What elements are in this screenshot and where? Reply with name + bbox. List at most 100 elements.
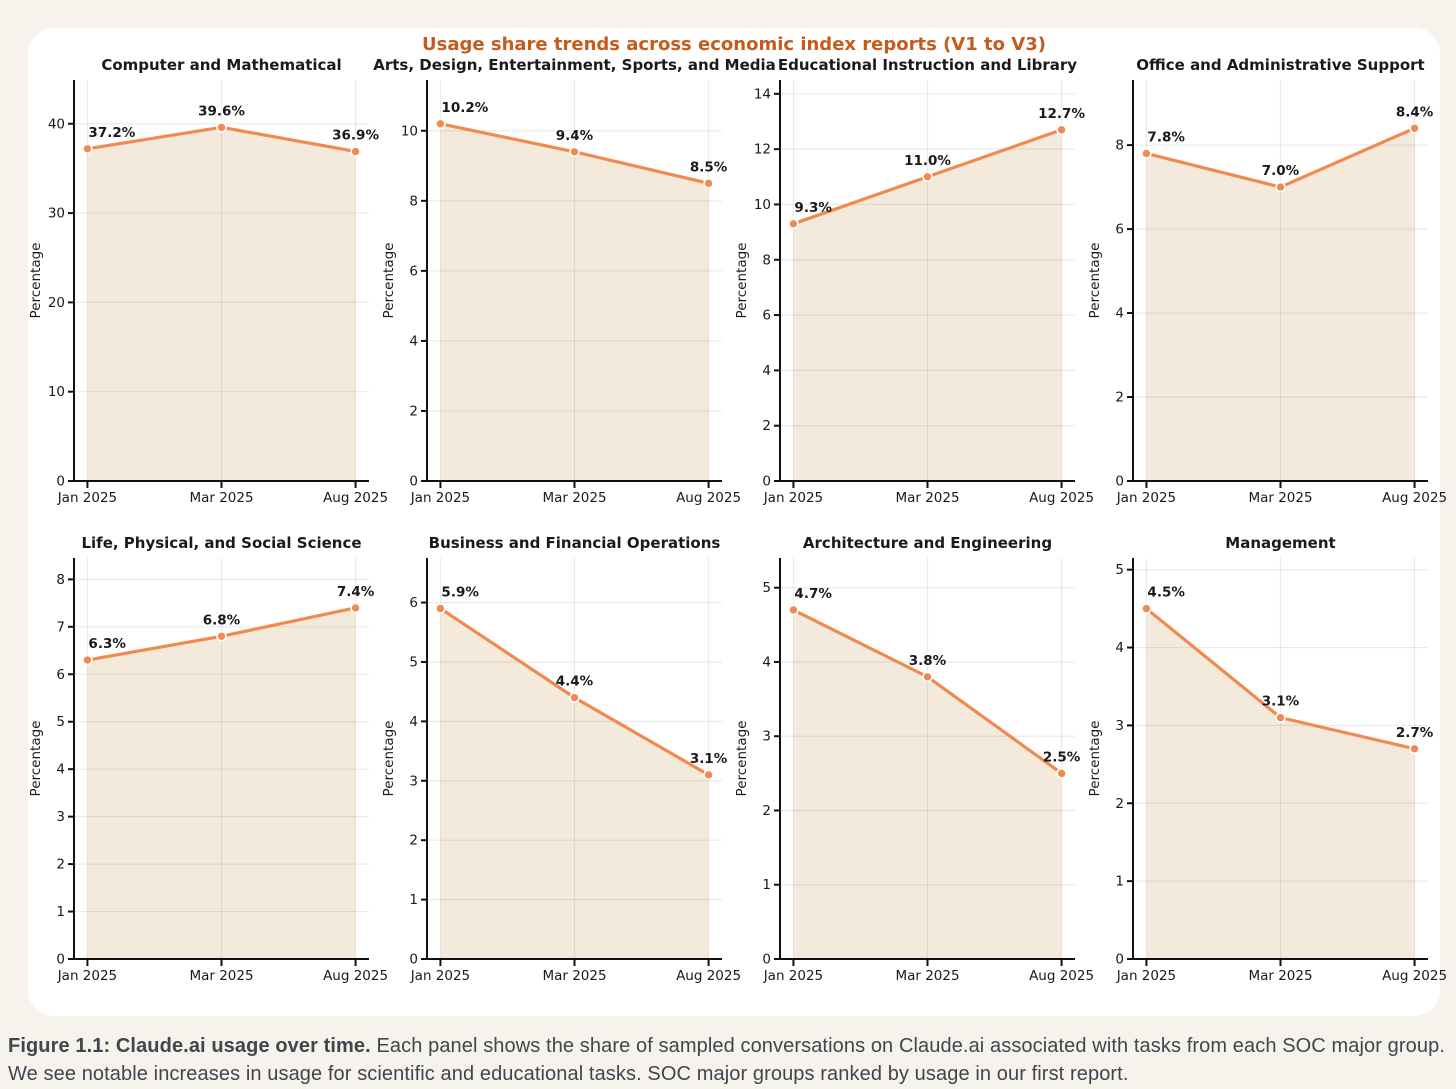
axis-ticks (774, 92, 1063, 488)
svg-text:Jan 2025: Jan 2025 (1116, 968, 1176, 984)
area-fill (793, 129, 1062, 482)
area-fill (793, 609, 1062, 959)
svg-text:Jan 2025: Jan 2025 (763, 968, 823, 984)
svg-text:39.6%: 39.6% (198, 103, 245, 119)
panels-grid: 37.2% 39.6% 36.9% 0 10 20 30 40 Jan 2025 Mar 2025… (28, 50, 1447, 1006)
svg-text:9.3%: 9.3% (794, 200, 832, 216)
y-axis-label: Percentage (28, 721, 44, 797)
panel-title: Life, Physical, and Social Science (81, 534, 361, 552)
svg-text:6: 6 (56, 667, 65, 683)
svg-text:0: 0 (1115, 952, 1124, 968)
svg-text:30: 30 (48, 206, 65, 222)
data-point-markers (1141, 603, 1420, 755)
svg-text:Mar 2025: Mar 2025 (895, 490, 959, 506)
svg-text:Mar 2025: Mar 2025 (189, 490, 253, 506)
svg-text:5.9%: 5.9% (441, 584, 479, 600)
svg-text:6: 6 (1115, 222, 1124, 238)
svg-text:7.8%: 7.8% (1147, 129, 1185, 145)
panel-title: Educational Instruction and Library (778, 56, 1077, 74)
x-tick-labels: Jan 2025 Mar 2025 Aug 2025 (410, 490, 741, 506)
svg-text:6: 6 (409, 595, 418, 611)
data-point-markers (82, 602, 361, 666)
value-annotations: 9.3% 11.0% 12.7% (794, 106, 1085, 216)
y-tick-labels: 0 2 4 6 8 10 (401, 123, 418, 489)
y-axis-label: Percentage (734, 721, 750, 797)
svg-text:Mar 2025: Mar 2025 (895, 968, 959, 984)
svg-text:Mar 2025: Mar 2025 (1248, 490, 1312, 506)
panel-title: Business and Financial Operations (429, 534, 721, 552)
svg-text:36.9%: 36.9% (332, 127, 379, 143)
area-fill (87, 607, 356, 959)
svg-text:Jan 2025: Jan 2025 (410, 490, 470, 506)
svg-text:1: 1 (56, 904, 65, 920)
svg-text:0: 0 (409, 474, 418, 490)
svg-text:11.0%: 11.0% (904, 153, 951, 169)
figure-caption: Figure 1.1: Claude.ai usage over time. E… (8, 1032, 1448, 1089)
data-point-markers (788, 604, 1067, 779)
x-tick-labels: Jan 2025 Mar 2025 Aug 2025 (763, 490, 1094, 506)
y-axis-label: Percentage (1087, 721, 1103, 797)
y-tick-labels: 0 1 2 3 4 5 6 (409, 595, 418, 967)
figure-title: Usage share trends across economic index… (422, 34, 1046, 55)
svg-text:8: 8 (56, 572, 65, 588)
svg-text:7.0%: 7.0% (1262, 163, 1300, 179)
svg-text:Jan 2025: Jan 2025 (1116, 490, 1176, 506)
svg-text:4.5%: 4.5% (1147, 585, 1185, 601)
svg-text:3.8%: 3.8% (909, 653, 947, 669)
data-point-markers (435, 118, 714, 189)
svg-text:Aug 2025: Aug 2025 (676, 968, 741, 984)
value-annotations: 6.3% 6.8% 7.4% (88, 584, 374, 652)
panel-title: Management (1225, 534, 1335, 552)
value-annotations: 37.2% 39.6% 36.9% (88, 103, 379, 143)
data-point-markers (1141, 122, 1420, 193)
y-tick-labels: 0 2 4 6 8 (1115, 138, 1124, 490)
chart-panel-office-administrative-support: 7.8% 7.0% 8.4% 0 2 4 6 8 Jan 2025 Mar 2025 Aug 202… (1087, 56, 1447, 506)
svg-text:0: 0 (56, 952, 65, 968)
svg-text:2.7%: 2.7% (1396, 725, 1434, 741)
svg-text:2: 2 (1115, 390, 1124, 406)
y-tick-labels: 0 1 2 3 4 5 6 7 8 (56, 572, 65, 968)
svg-text:10.2%: 10.2% (441, 100, 488, 116)
y-tick-labels: 0 1 2 3 4 5 (1115, 562, 1124, 967)
chart-panel-business-financial-operations: 5.9% 4.4% 3.1% 0 1 2 3 4 5 6 Jan 2025 Mar 2025 Aug 2… (381, 534, 741, 984)
svg-text:4.4%: 4.4% (556, 674, 594, 690)
svg-text:3: 3 (56, 809, 65, 825)
svg-text:8.5%: 8.5% (690, 159, 728, 175)
area-fill (440, 608, 709, 959)
svg-text:4: 4 (1115, 306, 1124, 322)
area-fill (1146, 128, 1415, 481)
svg-text:4: 4 (1115, 640, 1124, 656)
svg-text:2: 2 (409, 833, 418, 849)
axis-ticks (1127, 568, 1416, 966)
svg-text:3.1%: 3.1% (1262, 694, 1300, 710)
y-axis-label: Percentage (28, 243, 44, 319)
panel-title: Office and Administrative Support (1136, 56, 1424, 74)
svg-text:Jan 2025: Jan 2025 (57, 490, 117, 506)
svg-text:10: 10 (754, 197, 771, 213)
chart-panel-architecture-engineering: 4.7% 3.8% 2.5% 0 1 2 3 4 5 Jan 2025 Mar 2025 Aug 20… (734, 534, 1094, 984)
svg-text:6: 6 (762, 308, 771, 324)
svg-text:40: 40 (48, 116, 65, 132)
x-tick-labels: Jan 2025 Mar 2025 Aug 2025 (1116, 490, 1447, 506)
axis-ticks (1127, 144, 1416, 488)
y-tick-labels: 0 2 4 6 8 10 12 14 (754, 86, 771, 489)
y-axis-label: Percentage (381, 243, 397, 319)
y-axis-label: Percentage (1087, 243, 1103, 319)
svg-text:4: 4 (762, 363, 771, 379)
svg-text:Aug 2025: Aug 2025 (323, 968, 388, 984)
svg-text:3.1%: 3.1% (690, 751, 728, 767)
y-axis-label: Percentage (734, 243, 750, 319)
axis-ticks (421, 601, 710, 966)
svg-text:4: 4 (409, 714, 418, 730)
y-axis-label: Percentage (381, 721, 397, 797)
svg-text:Jan 2025: Jan 2025 (57, 968, 117, 984)
svg-text:8: 8 (409, 193, 418, 209)
area-fill (87, 127, 356, 481)
data-point-markers (788, 124, 1067, 230)
svg-text:Mar 2025: Mar 2025 (542, 490, 606, 506)
svg-text:4: 4 (409, 333, 418, 349)
chart-panel-life-physical-social-science: 6.3% 6.8% 7.4% 0 1 2 3 4 5 6 7 8 Jan 2025 Mar 2025 Aug… (28, 534, 388, 984)
svg-text:0: 0 (762, 952, 771, 968)
svg-text:Aug 2025: Aug 2025 (676, 490, 741, 506)
svg-text:8: 8 (762, 252, 771, 268)
